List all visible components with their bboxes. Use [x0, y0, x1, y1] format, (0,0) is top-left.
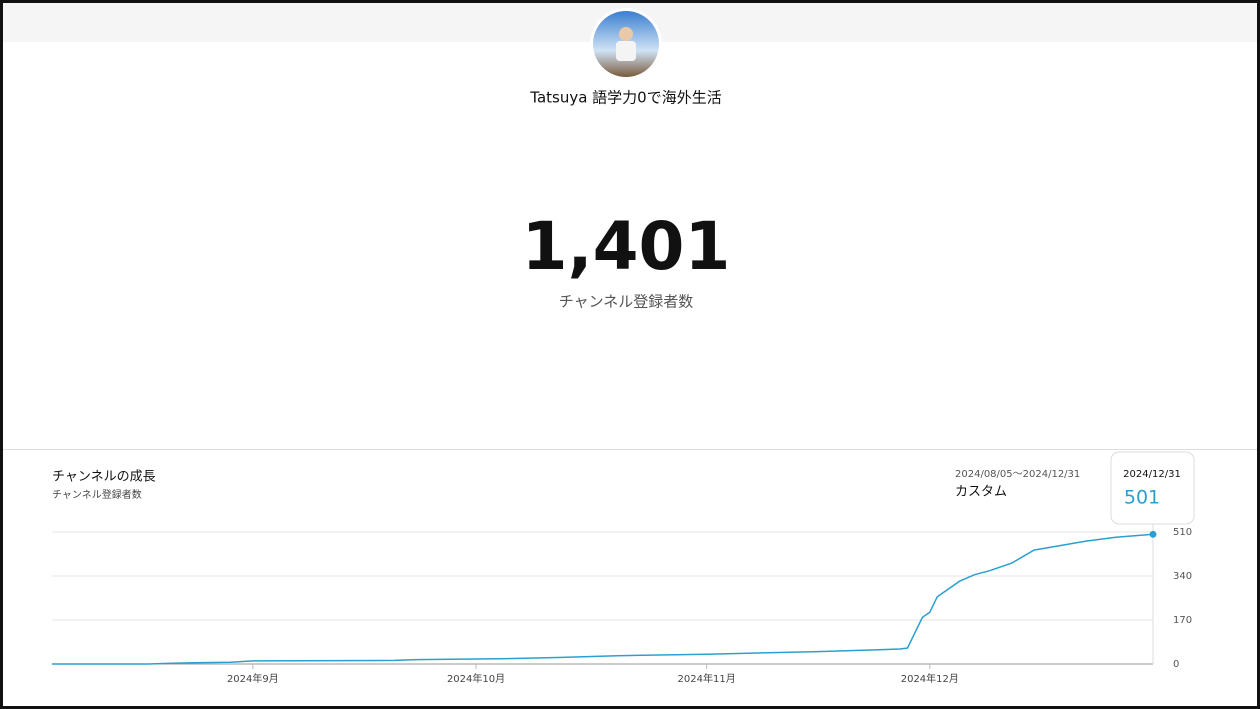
plot: 0 170 340 510 2024年9月 2024年10月 2024年11月 2024年12… [52, 524, 1192, 685]
chart-subtitle: チャンネル登録者数 [52, 488, 142, 501]
date-range: 2024/08/05～2024/12/31 [955, 469, 1080, 480]
end-point [1149, 530, 1157, 538]
y-tick-label: 510 [1173, 527, 1192, 538]
tooltip [1110, 451, 1195, 525]
x-tick-label: 2024年12月 [901, 672, 959, 685]
tooltip-value: 501 [1124, 487, 1160, 509]
tooltip-date: 2024/12/31 [1123, 469, 1181, 480]
x-tick-label: 2024年10月 [447, 672, 505, 685]
x-tick-label: 2024年11月 [678, 672, 736, 685]
line-series [52, 533, 1154, 665]
period[interactable]: カスタム [955, 485, 1007, 500]
chart-title: チャンネルの成長 [52, 470, 156, 485]
avatar-figure [616, 41, 636, 61]
avatar-figure [619, 27, 633, 41]
x-tick-label: 2024年9月 [227, 672, 279, 685]
y-tick-label: 340 [1173, 571, 1192, 582]
subscriber-count: 1,401 [522, 208, 731, 285]
channel-name: Tatsuya 語学力0で海外生活 [529, 89, 721, 107]
y-tick-label: 0 [1173, 659, 1179, 670]
y-tick-label: 170 [1173, 615, 1192, 626]
subscriber-label: チャンネル登録者数 [559, 293, 694, 311]
